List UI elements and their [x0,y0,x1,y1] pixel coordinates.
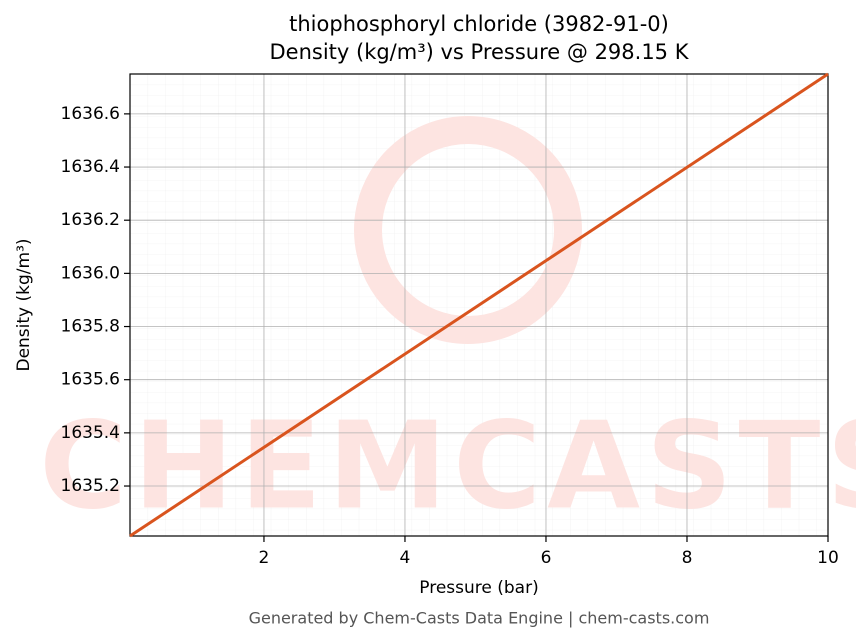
y-tick-label: 1636.6 [61,104,120,124]
data-line [129,72,829,538]
watermark-logo [354,116,582,344]
chart-title: thiophosphoryl chloride (3982-91-0) [289,12,669,36]
x-tick-label: 8 [682,548,693,568]
y-tick-label: 1635.8 [61,317,120,337]
x-axis-label: Pressure (bar) [419,578,538,598]
watermark: CHEMCASTS [39,398,856,537]
y-tick-label: 1635.4 [61,423,120,443]
plot-frame [129,73,829,537]
y-tick-label: 1636.4 [61,157,120,177]
x-tick-label: 4 [400,548,411,568]
footer: Generated by Chem-Casts Data Engine | ch… [249,609,710,628]
y-axis-label: Density (kg/m³) [14,238,34,371]
x-tick-label: 6 [541,548,552,568]
x-tick-label: 10 [817,548,839,568]
x-tick-label: 2 [259,548,270,568]
y-tick-label: 1635.6 [61,370,120,390]
y-tick-label: 1635.2 [61,476,120,496]
y-tick-label: 1636.0 [61,263,120,283]
y-tick-label: 1636.2 [61,210,120,230]
chart-subtitle: Density (kg/m³) vs Pressure @ 298.15 K [269,40,689,64]
